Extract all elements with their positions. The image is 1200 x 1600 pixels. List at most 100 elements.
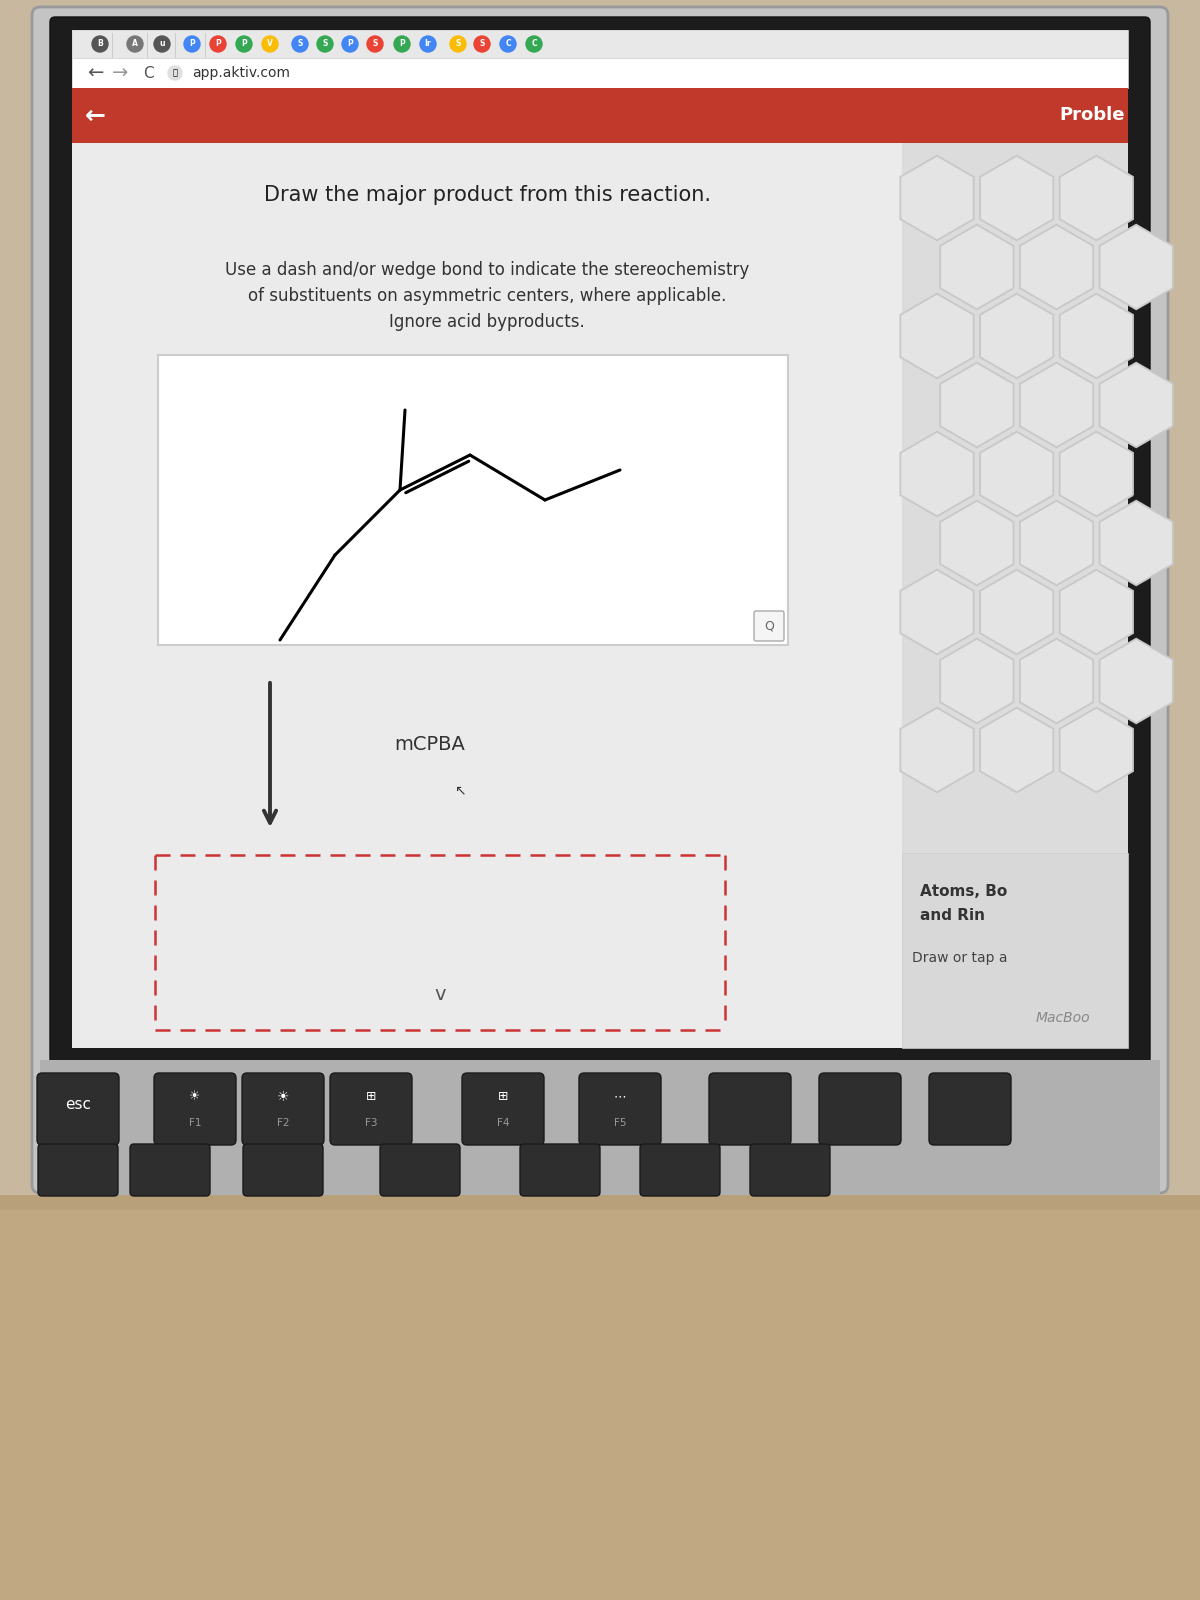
- Bar: [902, 142, 1128, 853]
- FancyBboxPatch shape: [750, 1144, 830, 1197]
- Text: Use a dash and/or wedge bond to indicate the stereochemistry: Use a dash and/or wedge bond to indicate…: [224, 261, 749, 278]
- FancyBboxPatch shape: [330, 1074, 412, 1146]
- Text: F1: F1: [188, 1118, 202, 1128]
- Polygon shape: [900, 707, 973, 792]
- Text: Atoms, Bo: Atoms, Bo: [920, 883, 1007, 899]
- Text: F2: F2: [277, 1118, 289, 1128]
- Polygon shape: [900, 294, 973, 378]
- Polygon shape: [1020, 501, 1093, 586]
- Text: P: P: [241, 40, 247, 48]
- Text: F4: F4: [497, 1118, 509, 1128]
- Polygon shape: [940, 638, 1014, 723]
- Circle shape: [262, 35, 278, 51]
- Text: 🔒: 🔒: [173, 69, 178, 77]
- Polygon shape: [900, 570, 973, 654]
- FancyBboxPatch shape: [462, 1074, 544, 1146]
- Text: F3: F3: [365, 1118, 377, 1128]
- Text: Draw the major product from this reaction.: Draw the major product from this reactio…: [264, 186, 710, 205]
- Polygon shape: [1099, 363, 1172, 448]
- Text: S: S: [298, 40, 302, 48]
- Text: Proble: Proble: [1060, 107, 1126, 125]
- Text: P: P: [347, 40, 353, 48]
- Polygon shape: [980, 155, 1054, 240]
- Text: ☀: ☀: [190, 1090, 200, 1102]
- Bar: [72, 30, 1128, 58]
- Bar: [72, 142, 902, 1048]
- Circle shape: [210, 35, 226, 51]
- Bar: [40, 1059, 1160, 1195]
- Text: S: S: [479, 40, 485, 48]
- Polygon shape: [980, 294, 1054, 378]
- Polygon shape: [900, 432, 973, 517]
- Text: P: P: [215, 40, 221, 48]
- Bar: [72, 30, 1128, 1048]
- Text: and Rin: and Rin: [920, 907, 985, 923]
- Text: ←: ←: [84, 104, 106, 128]
- FancyBboxPatch shape: [38, 1144, 118, 1197]
- Circle shape: [236, 35, 252, 51]
- Circle shape: [168, 66, 182, 80]
- Text: →: →: [112, 64, 128, 83]
- Polygon shape: [1060, 294, 1133, 378]
- Text: ☀: ☀: [277, 1090, 289, 1104]
- FancyBboxPatch shape: [154, 1074, 236, 1146]
- Polygon shape: [980, 432, 1054, 517]
- Circle shape: [154, 35, 170, 51]
- Circle shape: [292, 35, 308, 51]
- Circle shape: [420, 35, 436, 51]
- Polygon shape: [940, 501, 1014, 586]
- Circle shape: [184, 35, 200, 51]
- Polygon shape: [1099, 638, 1172, 723]
- Bar: [72, 58, 1128, 88]
- FancyBboxPatch shape: [380, 1144, 460, 1197]
- Polygon shape: [1099, 501, 1172, 586]
- FancyBboxPatch shape: [580, 1074, 661, 1146]
- Text: ⊞: ⊞: [366, 1090, 377, 1102]
- Polygon shape: [1020, 638, 1093, 723]
- FancyBboxPatch shape: [242, 1144, 323, 1197]
- Bar: [0, 1195, 1200, 1210]
- Text: C: C: [143, 66, 154, 80]
- Text: C: C: [532, 40, 536, 48]
- Circle shape: [92, 35, 108, 51]
- Text: ⊞: ⊞: [498, 1090, 509, 1102]
- Polygon shape: [1060, 432, 1133, 517]
- Polygon shape: [1060, 570, 1133, 654]
- FancyBboxPatch shape: [709, 1074, 791, 1146]
- FancyBboxPatch shape: [818, 1074, 901, 1146]
- Text: F5: F5: [613, 1118, 626, 1128]
- Text: ⋯: ⋯: [613, 1090, 626, 1102]
- Circle shape: [450, 35, 466, 51]
- Circle shape: [474, 35, 490, 51]
- Circle shape: [342, 35, 358, 51]
- Text: mCPBA: mCPBA: [395, 736, 466, 755]
- Text: v: v: [434, 986, 445, 1005]
- Text: esc: esc: [65, 1096, 91, 1112]
- Polygon shape: [900, 155, 973, 240]
- Text: app.aktiv.com: app.aktiv.com: [192, 66, 290, 80]
- Text: u: u: [160, 40, 164, 48]
- Text: of substituents on asymmetric centers, where applicable.: of substituents on asymmetric centers, w…: [248, 286, 726, 306]
- Polygon shape: [1020, 224, 1093, 309]
- Text: S: S: [323, 40, 328, 48]
- Text: B: B: [97, 40, 103, 48]
- Text: P: P: [400, 40, 404, 48]
- Text: Q: Q: [764, 619, 774, 632]
- Circle shape: [500, 35, 516, 51]
- FancyBboxPatch shape: [50, 18, 1150, 1067]
- Text: Draw or tap a: Draw or tap a: [912, 950, 1008, 965]
- FancyBboxPatch shape: [520, 1144, 600, 1197]
- FancyBboxPatch shape: [242, 1074, 324, 1146]
- Circle shape: [394, 35, 410, 51]
- Bar: [158, 355, 788, 645]
- FancyBboxPatch shape: [754, 611, 784, 642]
- Text: Ignore acid byproducts.: Ignore acid byproducts.: [389, 314, 584, 331]
- Polygon shape: [980, 570, 1054, 654]
- Text: ↖: ↖: [454, 782, 466, 797]
- FancyBboxPatch shape: [130, 1144, 210, 1197]
- Text: P: P: [190, 40, 194, 48]
- Bar: [0, 1200, 1200, 1600]
- Bar: [72, 88, 1128, 142]
- Polygon shape: [1020, 363, 1093, 448]
- Text: A: A: [132, 40, 138, 48]
